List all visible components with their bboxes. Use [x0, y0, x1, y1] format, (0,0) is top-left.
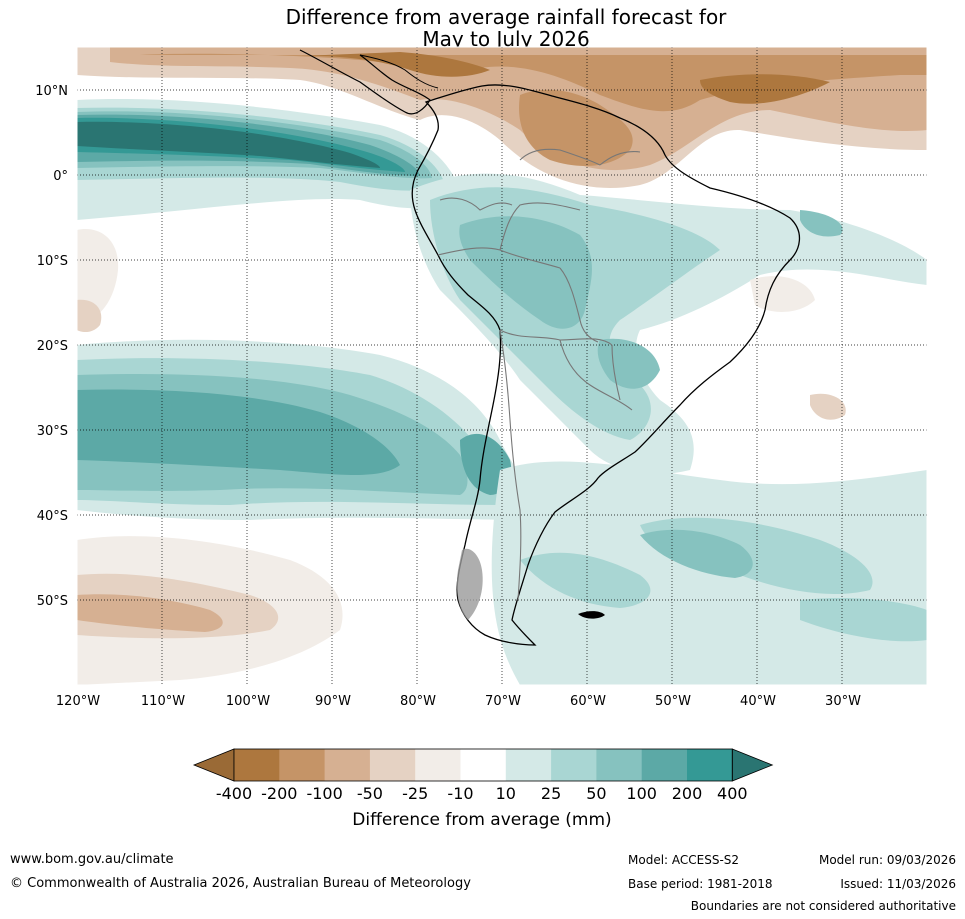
colorbar-tick-label: -10: [447, 784, 473, 803]
lon-label: 90°W: [315, 694, 351, 709]
model-run-text: Model run: 09/03/2026: [818, 853, 956, 867]
colorbar-tick-label: -50: [357, 784, 383, 803]
colorbar-tick-label: 200: [672, 784, 703, 803]
issued-text: Issued: 11/03/2026: [840, 877, 956, 891]
colorbar-label: Difference from average (mm): [352, 810, 611, 830]
graticule: [77, 47, 927, 685]
colorbar-swatch: [505, 749, 552, 781]
lon-label: 60°W: [570, 694, 606, 709]
lat-label: 10°S: [37, 254, 68, 269]
lon-label: 80°W: [400, 694, 436, 709]
latitude-labels: 10°N 0° 10°S 20°S 30°S 40°S 50°S: [35, 84, 68, 609]
colorbar-tick-label: 10: [496, 784, 516, 803]
disclaimer-text: Boundaries are not considered authoritat…: [690, 899, 956, 913]
colorbar-swatch: [234, 749, 280, 781]
base-period-text: Base period: 1981-2018: [628, 877, 773, 891]
colorbar-swatch: [324, 749, 371, 781]
lat-label: 50°S: [37, 594, 68, 609]
country-borders: [437, 148, 641, 601]
colorbar-frame: [233, 748, 733, 782]
model-text: Model: ACCESS-S2: [628, 853, 740, 867]
lat-label: 10°N: [35, 84, 68, 99]
colorbar-tick-label: 25: [541, 784, 561, 803]
lon-label: 120°W: [56, 694, 100, 709]
colorbar-extend-low: [192, 748, 235, 782]
colorbar-swatch: [687, 749, 733, 781]
colorbar-tick-label: -100: [306, 784, 342, 803]
website-url[interactable]: www.bom.gov.au/climate: [10, 852, 174, 867]
south-america-coastline: [411, 84, 801, 646]
colorbar-swatch: [641, 749, 688, 781]
colorbar-swatch: [415, 749, 461, 781]
colorbar-swatch: [460, 749, 507, 781]
colorbar-tick-label: 400: [717, 784, 748, 803]
copyright-text: © Commonwealth of Australia 2026, Austra…: [10, 876, 471, 891]
rainfall-anomaly-field: [77, 47, 927, 685]
colorbar-tick-label: 50: [586, 784, 606, 803]
title-line-2: May to July 2026: [422, 27, 590, 51]
colorbar-tick-label: -25: [402, 784, 428, 803]
colorbar: [192, 748, 774, 782]
lat-label: 30°S: [37, 424, 68, 439]
falkland-islands: [578, 611, 605, 619]
colorbar-swatch: [369, 749, 416, 781]
lon-label: 70°W: [485, 694, 521, 709]
lon-label: 40°W: [740, 694, 776, 709]
colorbar-tick-label: 100: [626, 784, 657, 803]
lat-label: 20°S: [37, 339, 68, 354]
lat-label: 40°S: [37, 509, 68, 524]
lon-label: 30°W: [825, 694, 861, 709]
lon-label: 100°W: [226, 694, 270, 709]
colorbar-swatch: [596, 749, 643, 781]
map-frame: [76, 46, 928, 686]
longitude-labels: 120°W 110°W 100°W 90°W 80°W 70°W 60°W 50…: [56, 694, 861, 709]
title-line-1: Difference from average rainfall forecas…: [285, 5, 727, 29]
lat-label: 0°: [53, 169, 68, 184]
colorbar-swatch: [551, 749, 597, 781]
lon-label: 110°W: [141, 694, 185, 709]
lon-label: 50°W: [655, 694, 691, 709]
colorbar-tick-label: -200: [261, 784, 297, 803]
colorbar-tick-labels: -400 -200 -100 -50 -25 -10 10 25 50 100 200 400: [216, 784, 748, 803]
colorbar-extend-high: [731, 748, 774, 782]
colorbar-tick-label: -400: [216, 784, 252, 803]
colorbar-swatch: [279, 749, 326, 781]
central-america-coastline: [299, 49, 431, 115]
